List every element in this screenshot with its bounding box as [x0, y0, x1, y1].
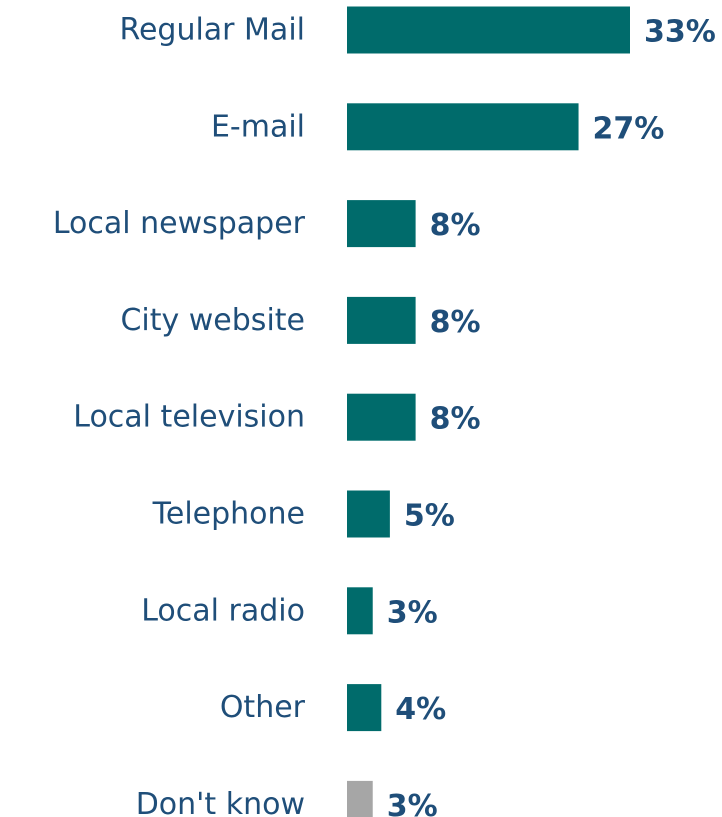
category-label-0: Regular Mail — [119, 13, 305, 48]
bar-5 — [347, 490, 390, 538]
bar-0 — [347, 6, 630, 54]
category-label-7: Other — [220, 690, 306, 725]
value-label-4: 8% — [430, 402, 481, 437]
value-label-8: 3% — [387, 789, 438, 817]
bars-layer — [347, 6, 630, 817]
category-label-8: Don't know — [136, 787, 305, 817]
category-label-4: Local television — [73, 400, 305, 435]
bar-2 — [347, 200, 416, 248]
bar-1 — [347, 103, 579, 151]
bar-7 — [347, 684, 382, 732]
value-label-5: 5% — [404, 499, 455, 534]
bar-3 — [347, 296, 416, 344]
bar-4 — [347, 393, 416, 441]
bar-6 — [347, 587, 373, 635]
category-label-6: Local radio — [141, 593, 305, 628]
category-label-2: Local newspaper — [53, 206, 306, 241]
bar-8 — [347, 780, 373, 817]
value-label-2: 8% — [430, 208, 481, 243]
category-label-5: Telephone — [152, 497, 305, 532]
value-label-0: 33% — [644, 15, 716, 50]
value-labels: 33% 27% 8% 8% 8% 5% 3% 4% 3% — [387, 15, 716, 817]
value-label-1: 27% — [593, 111, 665, 146]
category-label-3: City website — [120, 303, 305, 338]
value-label-7: 4% — [395, 692, 446, 727]
category-labels: Regular Mail E-mail Local newspaper City we… — [53, 13, 306, 817]
category-label-1: E-mail — [211, 109, 305, 144]
value-label-6: 3% — [387, 595, 438, 630]
value-label-3: 8% — [430, 305, 481, 340]
